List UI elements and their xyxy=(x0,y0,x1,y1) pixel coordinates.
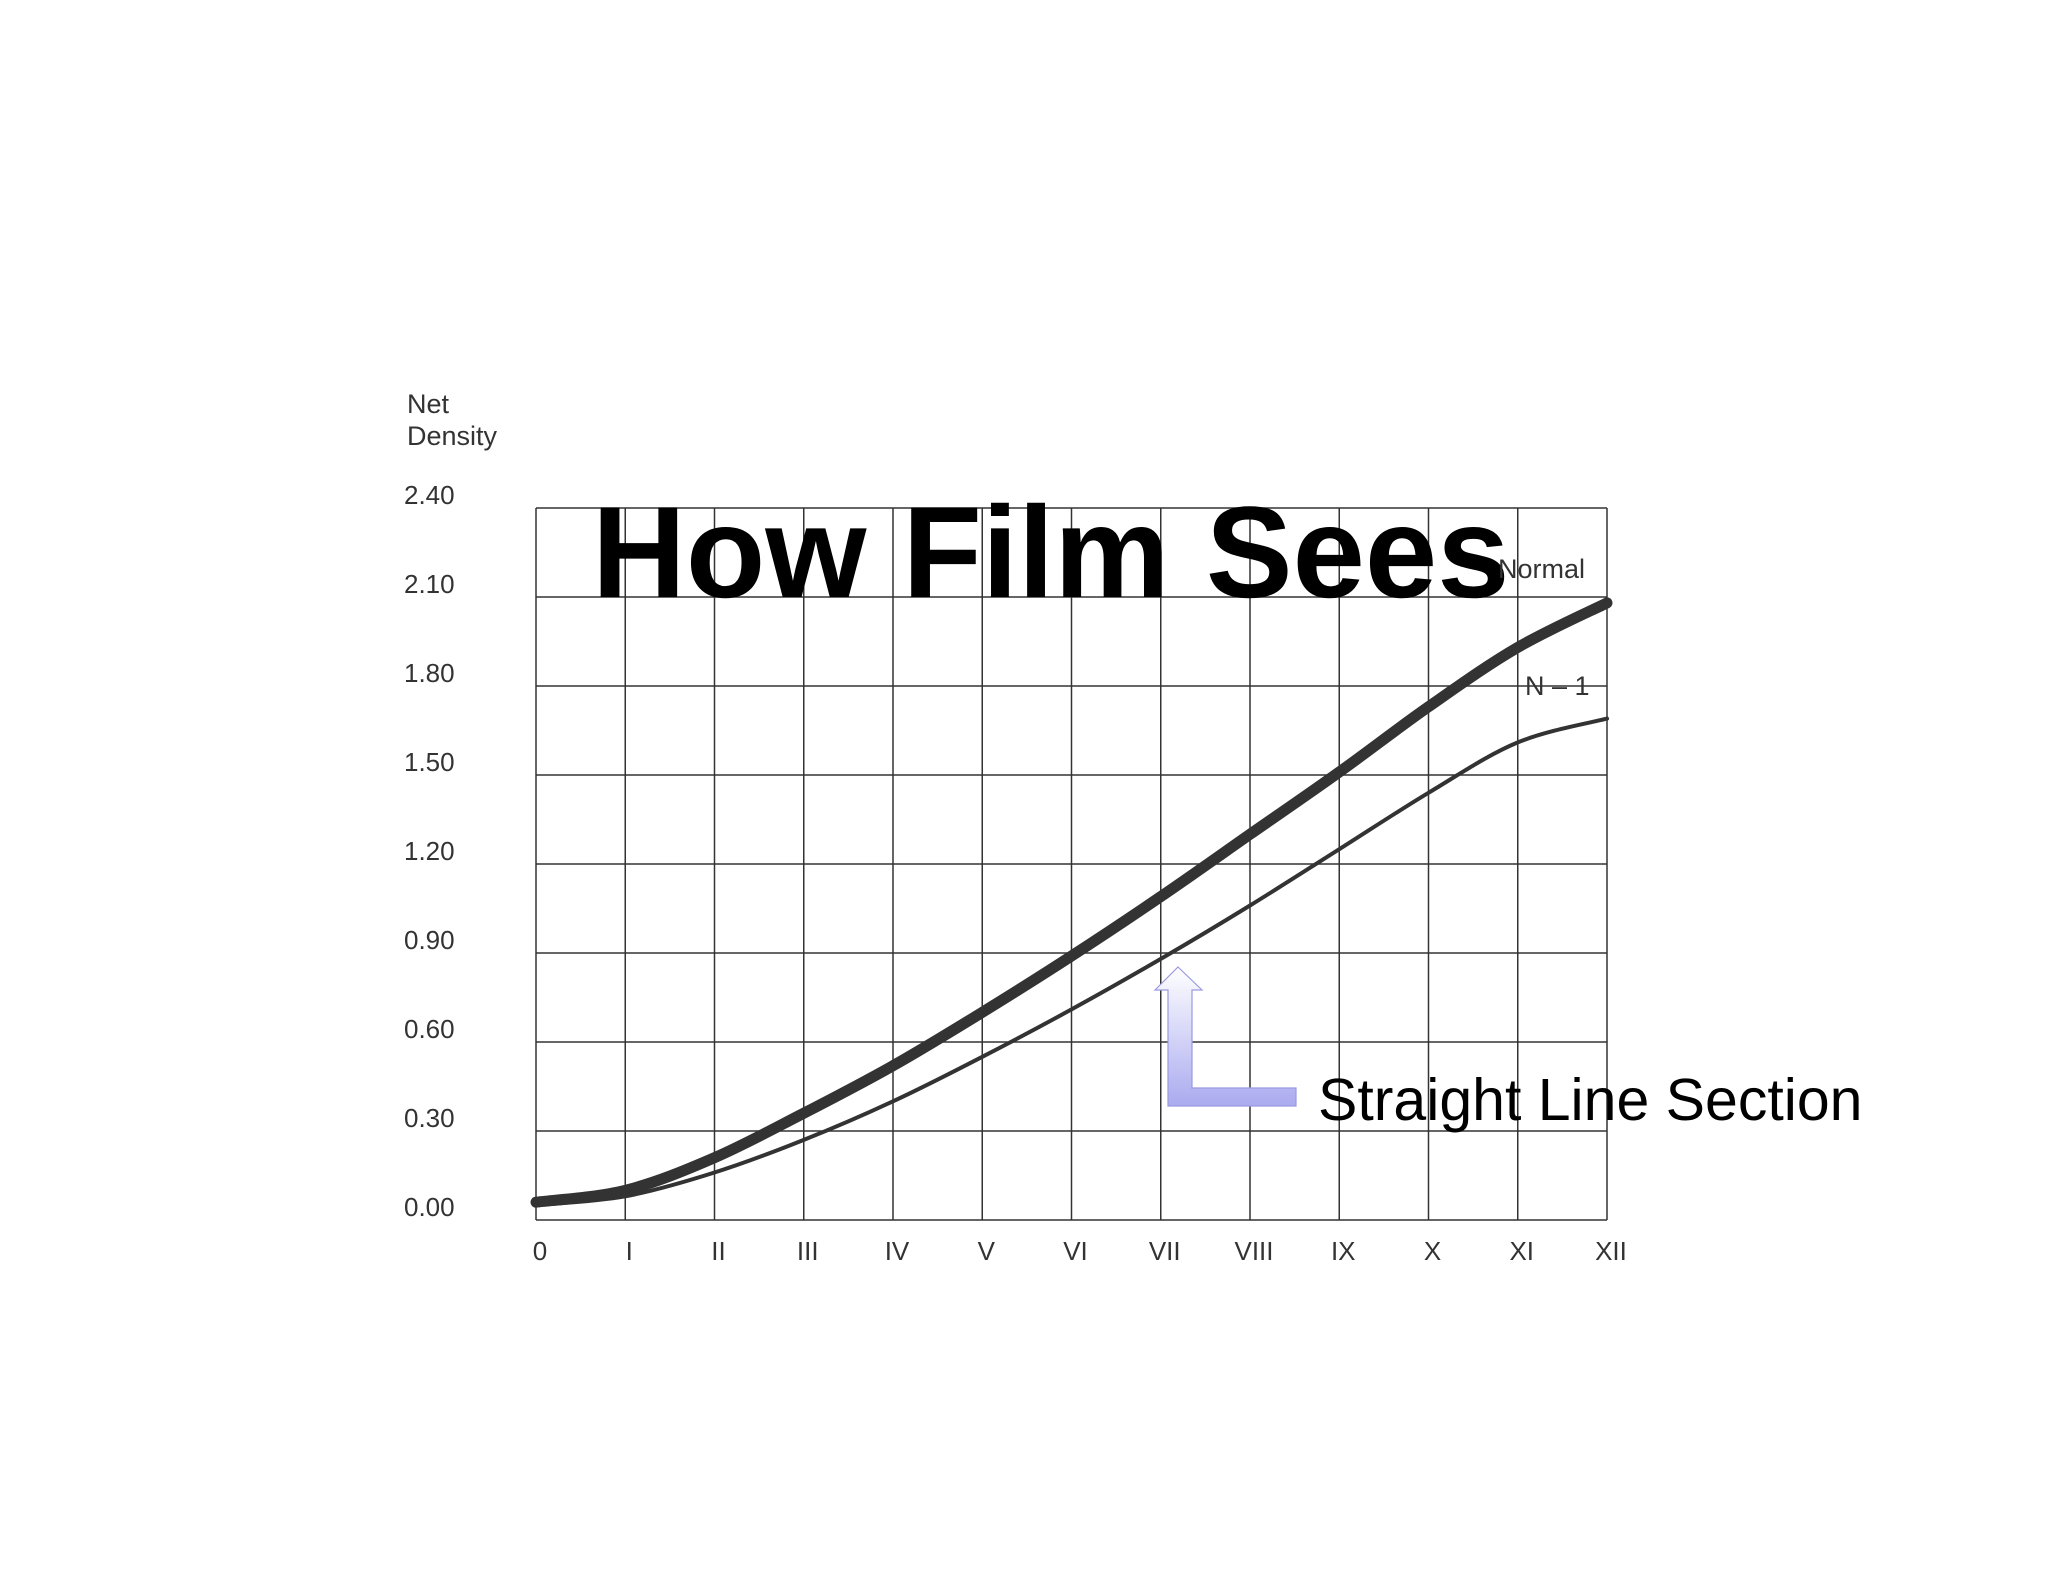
x-tick-label: III xyxy=(797,1236,819,1266)
y-tick-label: 0.30 xyxy=(404,1103,455,1133)
y-tick-labels: 0.00 0.30 0.60 0.90 1.20 1.50 1.80 2.10 2.40 xyxy=(404,480,455,1222)
y-tick-label: 1.50 xyxy=(404,747,455,777)
x-tick-label: 0 xyxy=(533,1236,547,1266)
series-line-n-1 xyxy=(534,716,1609,1208)
y-tick-label: 1.80 xyxy=(404,658,455,688)
y-axis-title-line-1: Net xyxy=(407,389,450,419)
x-tick-label: IV xyxy=(885,1236,910,1266)
straight-line-section-label: Straight Line Section xyxy=(1318,1067,1862,1133)
y-tick-label: 0.00 xyxy=(404,1192,455,1222)
y-tick-label: 0.90 xyxy=(404,925,455,955)
arrow-icon xyxy=(1153,966,1297,1107)
series-lines xyxy=(530,597,1613,1208)
x-tick-label: V xyxy=(978,1236,996,1266)
x-tick-label: VI xyxy=(1063,1236,1088,1266)
y-tick-label: 1.20 xyxy=(404,836,455,866)
series-label-n-1: N – 1 xyxy=(1525,671,1590,701)
x-tick-label: XII xyxy=(1595,1236,1627,1266)
x-tick-label: XI xyxy=(1509,1236,1534,1266)
slide-title: How Film Sees xyxy=(592,479,1510,625)
y-axis-title: Net Density xyxy=(407,389,498,451)
x-tick-label: I xyxy=(626,1236,633,1266)
series-label-normal: Normal xyxy=(1498,554,1585,584)
y-tick-label: 0.60 xyxy=(404,1014,455,1044)
x-tick-labels: 0 I II III IV V VI VII VIII IX X XI XII xyxy=(533,1236,1627,1266)
x-tick-label: IX xyxy=(1331,1236,1356,1266)
y-tick-label: 2.40 xyxy=(404,480,455,510)
x-tick-label: X xyxy=(1424,1236,1441,1266)
x-tick-label: VII xyxy=(1149,1236,1181,1266)
y-tick-label: 2.10 xyxy=(404,569,455,599)
x-tick-label: II xyxy=(711,1236,725,1266)
x-tick-label: VIII xyxy=(1234,1236,1273,1266)
y-axis-title-line-2: Density xyxy=(407,421,498,451)
series-line-normal xyxy=(530,597,1613,1208)
